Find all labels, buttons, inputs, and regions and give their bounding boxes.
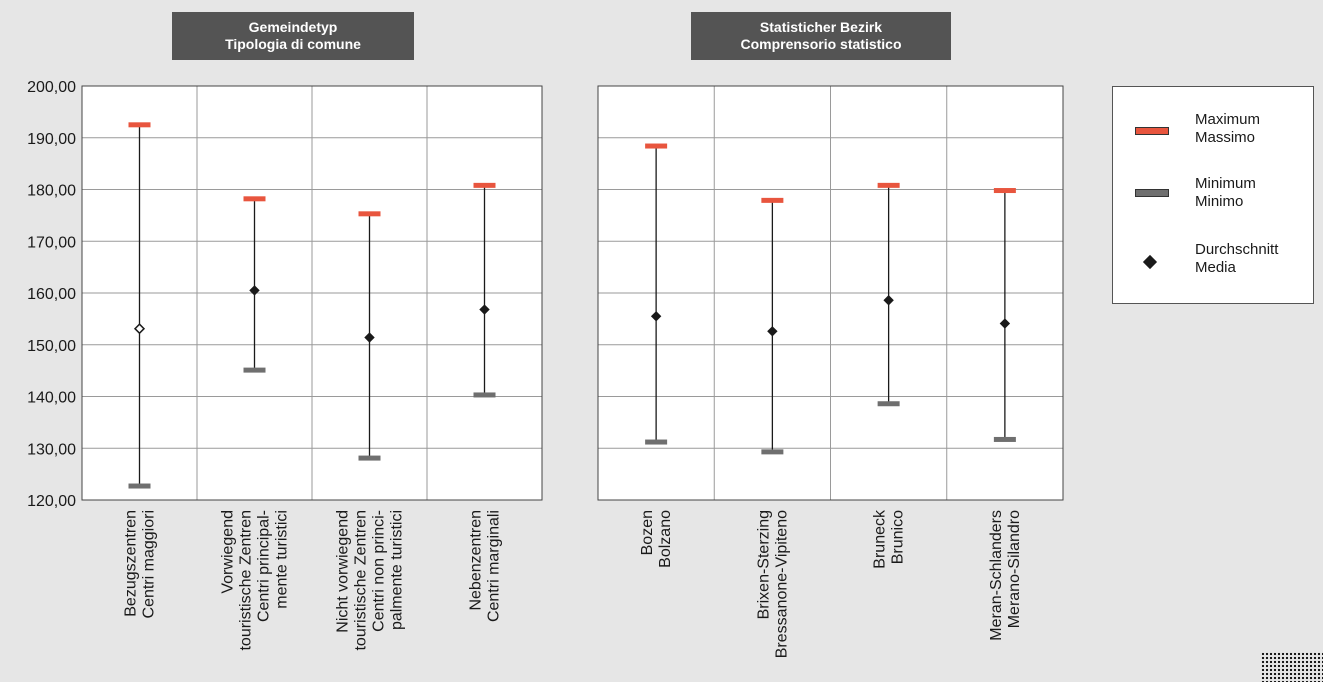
category-label: Vorwiegendtouristische ZentrenCentri pri… — [220, 510, 291, 651]
category-label-line: Bruneck — [872, 509, 889, 569]
category-label-line: Merano-Silandro — [1006, 510, 1023, 628]
category-label: BruneckBrunico — [872, 509, 907, 569]
category-label-line: touristische Zentren — [353, 510, 370, 651]
average-marker — [767, 326, 778, 337]
y-tick-label: 130,00 — [27, 441, 76, 458]
panel-header-line: Statisticher Bezirk — [759, 19, 883, 35]
plot-border — [81, 85, 543, 501]
max-marker — [243, 196, 266, 202]
category-label-line: Centri marginali — [486, 510, 503, 622]
category-label: Meran-SchlandersMerano-Silandro — [988, 510, 1023, 641]
category-label: BezugszentrenCentri maggiori — [123, 510, 158, 618]
category-label-line: Nicht vorwiegend — [335, 510, 352, 633]
category-label-line: Vorwiegend — [220, 510, 237, 594]
category-label-line: mente turistici — [274, 510, 291, 609]
legend-label: Minimum — [1195, 175, 1256, 192]
y-tick-label: 190,00 — [27, 131, 76, 148]
legend-diamond-icon — [1142, 254, 1158, 270]
category-label-line: palmente turistici — [389, 510, 406, 630]
average-marker — [133, 323, 146, 335]
legend-swatch-min — [1135, 189, 1169, 197]
panel-header-bezirk: Statisticher Bezirk Comprensorio statist… — [691, 12, 951, 60]
category-label-line: Brixen-Sterzing — [755, 510, 772, 619]
legend-label: Durchschnitt — [1195, 241, 1279, 258]
category-label-line: Centri maggiori — [141, 510, 158, 618]
category-label-line: Bozen — [639, 510, 656, 555]
min-marker — [243, 367, 266, 373]
panel-header-line: Comprensorio statistico — [740, 36, 902, 52]
category-label-line: Centri non princi- — [371, 510, 388, 632]
min-marker — [877, 401, 900, 407]
y-tick-label: 140,00 — [27, 390, 76, 407]
min-marker — [993, 436, 1016, 442]
min-marker — [645, 439, 668, 445]
max-marker — [473, 182, 496, 188]
legend-label: Maximum — [1195, 111, 1261, 128]
legend-label: Massimo — [1195, 129, 1256, 146]
legend-item-min: Minimum Minimo — [1113, 175, 1313, 215]
y-tick-label: 160,00 — [27, 286, 76, 303]
category-label-line: Bolzano — [657, 510, 674, 568]
max-marker — [128, 122, 151, 128]
category-label: NebenzentrenCentri marginali — [468, 510, 503, 622]
legend-label: Minimo — [1195, 193, 1244, 210]
panel-header-gemeindetyp: Gemeindetyp Tipologia di comune — [172, 12, 414, 60]
plot-border — [597, 85, 1064, 501]
max-marker — [993, 188, 1016, 194]
category-label-line: touristische Zentren — [238, 510, 255, 651]
category-label: Nicht vorwiegendtouristische ZentrenCent… — [335, 510, 406, 651]
average-marker — [364, 332, 375, 343]
category-label-line: Brunico — [890, 510, 907, 564]
category-label-line: Bezugszentren — [123, 510, 140, 617]
category-label-line: Nebenzentren — [468, 510, 485, 611]
legend-item-avg: Durchschnitt Media — [1113, 241, 1313, 281]
panel-header-line: Gemeindetyp — [248, 19, 338, 35]
legend-item-max: Maximum Massimo — [1113, 111, 1313, 151]
legend-swatch-max — [1135, 127, 1169, 135]
category-label-line: Meran-Schlanders — [988, 510, 1005, 641]
category-label-line: Bressanone-Vipiteno — [773, 510, 790, 658]
max-marker — [761, 197, 784, 203]
category-label: Brixen-SterzingBressanone-Vipiteno — [755, 510, 790, 658]
average-marker — [650, 311, 662, 322]
category-label: BozenBolzano — [639, 510, 674, 568]
legend-label: Media — [1195, 259, 1236, 276]
panel-header-line: Tipologia di comune — [225, 36, 361, 52]
average-marker — [479, 304, 490, 315]
max-marker — [645, 143, 668, 149]
dotted-logo-icon — [1261, 652, 1323, 682]
y-tick-label: 200,00 — [27, 79, 76, 96]
y-tick-label: 170,00 — [27, 234, 76, 251]
y-tick-label: 120,00 — [27, 493, 76, 510]
min-marker — [473, 392, 496, 398]
min-marker — [358, 455, 381, 461]
max-marker — [358, 211, 381, 217]
category-label-line: Centri principal- — [256, 510, 273, 622]
y-tick-label: 150,00 — [27, 338, 76, 355]
min-marker — [128, 483, 151, 489]
average-marker — [999, 318, 1011, 329]
min-marker — [761, 449, 784, 455]
average-marker — [249, 285, 260, 296]
max-marker — [877, 182, 900, 188]
legend: Maximum Massimo Minimum Minimo Durchschn… — [1112, 86, 1314, 304]
y-tick-label: 180,00 — [27, 183, 76, 200]
average-marker — [883, 295, 894, 306]
